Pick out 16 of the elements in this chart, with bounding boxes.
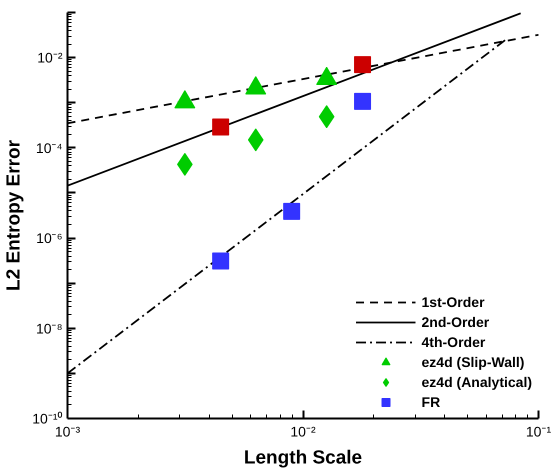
x-tick-label: 10⁻³	[54, 424, 80, 440]
x-tick-label: 10⁻²	[290, 424, 316, 440]
x-tick-label: 10⁻¹	[526, 424, 552, 440]
legend-label: ez4d (Slip-Wall)	[422, 354, 524, 370]
legend-label: 2nd-Order	[422, 314, 490, 330]
legend-label: 1st-Order	[422, 294, 485, 310]
y-tick-label: 10⁻⁶	[36, 230, 63, 246]
y-tick-label: 10⁻²	[37, 50, 63, 66]
y-tick-label: 10⁻⁴	[36, 140, 63, 156]
y-tick-label: 10⁻¹⁰	[32, 410, 62, 426]
legend-label: ez4d (Analytical)	[422, 374, 532, 390]
y-tick-label: 10⁻⁸	[36, 320, 63, 336]
legend-label: 4th-Order	[422, 334, 486, 350]
legend-label: FR	[422, 394, 442, 410]
y-axis-title: L2 Entropy Error	[3, 139, 24, 291]
x-axis-title: Length Scale	[244, 448, 362, 468]
